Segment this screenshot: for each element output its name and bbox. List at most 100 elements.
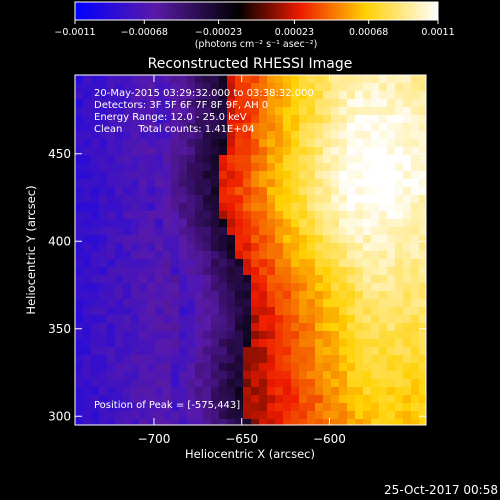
heatmap-cell bbox=[387, 411, 396, 420]
heatmap-cell bbox=[139, 395, 148, 404]
heatmap-cell bbox=[75, 123, 84, 132]
heatmap-cell bbox=[187, 355, 196, 364]
heatmap-cell bbox=[243, 331, 252, 340]
heatmap-cell bbox=[91, 83, 100, 92]
heatmap-cell bbox=[219, 75, 228, 84]
heatmap-cell bbox=[267, 347, 276, 356]
heatmap-cell bbox=[211, 323, 220, 332]
heatmap-cell bbox=[179, 323, 188, 332]
heatmap-cell bbox=[147, 355, 156, 364]
heatmap-cell bbox=[123, 323, 132, 332]
heatmap-cell bbox=[275, 187, 284, 196]
heatmap-cell bbox=[243, 179, 252, 188]
heatmap-cell bbox=[115, 219, 124, 228]
heatmap-cell bbox=[187, 123, 196, 132]
heatmap-cell bbox=[195, 299, 204, 308]
heatmap-cell bbox=[411, 403, 420, 412]
heatmap-cell bbox=[307, 115, 316, 124]
heatmap-cell bbox=[219, 251, 228, 260]
heatmap-cell bbox=[315, 131, 324, 140]
heatmap-cell bbox=[243, 147, 252, 156]
heatmap-cell bbox=[315, 195, 324, 204]
heatmap-cell bbox=[403, 347, 412, 356]
heatmap-cell bbox=[179, 99, 188, 108]
heatmap-cell bbox=[411, 139, 420, 148]
heatmap-cell bbox=[147, 307, 156, 316]
heatmap-cell bbox=[323, 395, 332, 404]
heatmap-cell bbox=[195, 115, 204, 124]
heatmap-cell bbox=[307, 139, 316, 148]
heatmap-cell bbox=[331, 387, 340, 396]
heatmap-cell bbox=[259, 219, 268, 228]
heatmap-cell bbox=[403, 91, 412, 100]
heatmap-cell bbox=[171, 291, 180, 300]
heatmap-cell bbox=[355, 147, 364, 156]
heatmap-cell bbox=[195, 75, 204, 84]
heatmap-cell bbox=[147, 251, 156, 260]
heatmap-cell bbox=[107, 211, 116, 220]
heatmap-cell bbox=[323, 123, 332, 132]
heatmap-cell bbox=[179, 155, 188, 164]
heatmap-cell bbox=[355, 211, 364, 220]
heatmap-cell bbox=[419, 107, 426, 116]
heatmap-cell bbox=[75, 243, 84, 252]
heatmap-cell bbox=[275, 323, 284, 332]
heatmap-cell bbox=[371, 147, 380, 156]
heatmap-cell bbox=[187, 243, 196, 252]
heatmap-cell bbox=[123, 251, 132, 260]
heatmap-cell bbox=[99, 83, 108, 92]
heatmap-cell bbox=[195, 99, 204, 108]
heatmap-cell bbox=[227, 187, 236, 196]
heatmap-cell bbox=[395, 243, 404, 252]
heatmap-cell bbox=[211, 131, 220, 140]
heatmap-cell bbox=[91, 131, 100, 140]
heatmap-cell bbox=[371, 371, 380, 380]
heatmap-cell bbox=[147, 83, 156, 92]
heatmap-cell bbox=[395, 107, 404, 116]
heatmap-cell bbox=[227, 379, 236, 388]
heatmap-cell bbox=[251, 395, 260, 404]
heatmap-cell bbox=[243, 107, 252, 116]
heatmap-cell bbox=[395, 99, 404, 108]
heatmap-cell bbox=[211, 331, 220, 340]
heatmap-cell bbox=[155, 115, 164, 124]
heatmap-cell bbox=[235, 363, 244, 372]
heatmap-cell bbox=[163, 131, 172, 140]
heatmap-cell bbox=[419, 195, 426, 204]
heatmap-cell bbox=[83, 307, 92, 316]
heatmap-cell bbox=[179, 219, 188, 228]
heatmap-cell bbox=[171, 323, 180, 332]
heatmap-cell bbox=[155, 299, 164, 308]
heatmap-cell bbox=[339, 163, 348, 172]
heatmap-cell bbox=[75, 155, 84, 164]
heatmap-cell bbox=[107, 395, 116, 404]
heatmap-cell bbox=[131, 163, 140, 172]
heatmap-cell bbox=[419, 419, 426, 425]
heatmap-cell bbox=[83, 259, 92, 268]
heatmap-cell bbox=[203, 195, 212, 204]
heatmap-image bbox=[75, 75, 426, 425]
heatmap-cell bbox=[99, 339, 108, 348]
heatmap-cell bbox=[379, 123, 388, 132]
heatmap-cell bbox=[211, 115, 220, 124]
heatmap-cell bbox=[283, 291, 292, 300]
heatmap-cell bbox=[235, 75, 244, 84]
heatmap-cell bbox=[323, 83, 332, 92]
heatmap-cell bbox=[195, 235, 204, 244]
heatmap-cell bbox=[371, 411, 380, 420]
heatmap-cell bbox=[123, 299, 132, 308]
heatmap-cell bbox=[227, 259, 236, 268]
heatmap-cell bbox=[171, 259, 180, 268]
heatmap-cell bbox=[243, 115, 252, 124]
heatmap-cell bbox=[83, 235, 92, 244]
heatmap-cell bbox=[195, 171, 204, 180]
heatmap-cell bbox=[395, 387, 404, 396]
heatmap-cell bbox=[107, 307, 116, 316]
heatmap-cell bbox=[227, 123, 236, 132]
heatmap-cell bbox=[147, 115, 156, 124]
heatmap-cell bbox=[339, 115, 348, 124]
heatmap-cell bbox=[131, 323, 140, 332]
heatmap-cell bbox=[395, 283, 404, 292]
heatmap-cell bbox=[387, 131, 396, 140]
heatmap-cell bbox=[403, 355, 412, 364]
